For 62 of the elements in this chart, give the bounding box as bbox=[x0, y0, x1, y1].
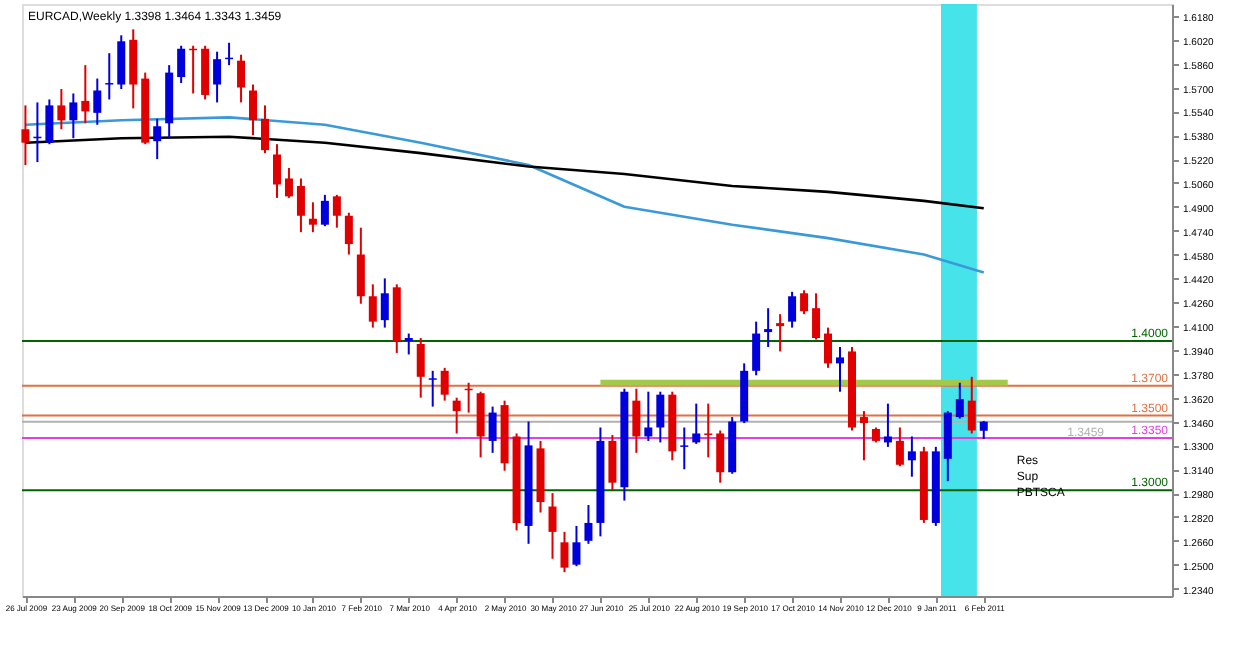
candlestick bbox=[476, 390, 485, 459]
candlestick bbox=[117, 34, 126, 90]
candlestick bbox=[943, 410, 952, 483]
candlestick bbox=[883, 402, 892, 448]
candlestick bbox=[812, 292, 821, 341]
candlestick bbox=[21, 104, 30, 167]
candlestick bbox=[704, 402, 713, 459]
candlestick bbox=[332, 193, 341, 229]
candlestick bbox=[284, 167, 293, 199]
candlestick bbox=[93, 77, 102, 126]
candlestick bbox=[632, 387, 641, 454]
candlestick bbox=[368, 283, 377, 329]
candlestick bbox=[907, 435, 916, 478]
candlestick bbox=[800, 289, 809, 316]
candlestick bbox=[356, 226, 365, 305]
candlestick bbox=[296, 177, 305, 234]
candlestick bbox=[752, 320, 761, 377]
candlestick bbox=[428, 369, 437, 408]
candlestick bbox=[129, 28, 138, 110]
candlestick bbox=[692, 402, 701, 445]
candlestick bbox=[967, 375, 976, 435]
candlestick bbox=[213, 50, 222, 104]
candlestick bbox=[572, 524, 581, 568]
candlestick bbox=[895, 426, 904, 468]
candlestick bbox=[656, 390, 665, 444]
candlestick bbox=[955, 381, 964, 420]
candlestick bbox=[81, 64, 90, 125]
candlestick bbox=[776, 313, 785, 353]
candlestick bbox=[249, 83, 258, 137]
line-series bbox=[24, 116, 986, 274]
candlestick bbox=[237, 53, 246, 104]
candlestick bbox=[680, 426, 689, 471]
candlestick bbox=[272, 143, 281, 199]
candlestick bbox=[836, 345, 845, 393]
candlestick bbox=[584, 504, 593, 545]
candlestick bbox=[548, 492, 557, 560]
candlestick bbox=[69, 92, 78, 140]
candlestick bbox=[560, 530, 569, 574]
candlestick bbox=[308, 201, 317, 234]
candlestick bbox=[57, 88, 66, 131]
candlestick bbox=[153, 117, 162, 161]
candlestick bbox=[452, 396, 461, 435]
candlestick bbox=[979, 419, 988, 440]
candlestick bbox=[788, 290, 797, 329]
candlestick bbox=[105, 52, 114, 101]
candlestick bbox=[344, 211, 353, 256]
candlestick bbox=[824, 326, 833, 369]
candlestick bbox=[608, 433, 617, 492]
candlestick bbox=[320, 193, 329, 228]
candlestick bbox=[764, 307, 773, 348]
candlestick bbox=[716, 429, 725, 484]
candlestick bbox=[201, 44, 210, 101]
candlestick bbox=[404, 332, 413, 356]
candlestick bbox=[177, 44, 186, 85]
candlestick bbox=[380, 277, 389, 329]
candlestick bbox=[644, 390, 653, 442]
candlestick bbox=[261, 104, 270, 155]
candlestick bbox=[45, 98, 54, 146]
candlestick bbox=[416, 337, 425, 399]
candlestick bbox=[488, 405, 497, 454]
candlestick bbox=[440, 366, 449, 402]
candlestick bbox=[859, 410, 868, 462]
